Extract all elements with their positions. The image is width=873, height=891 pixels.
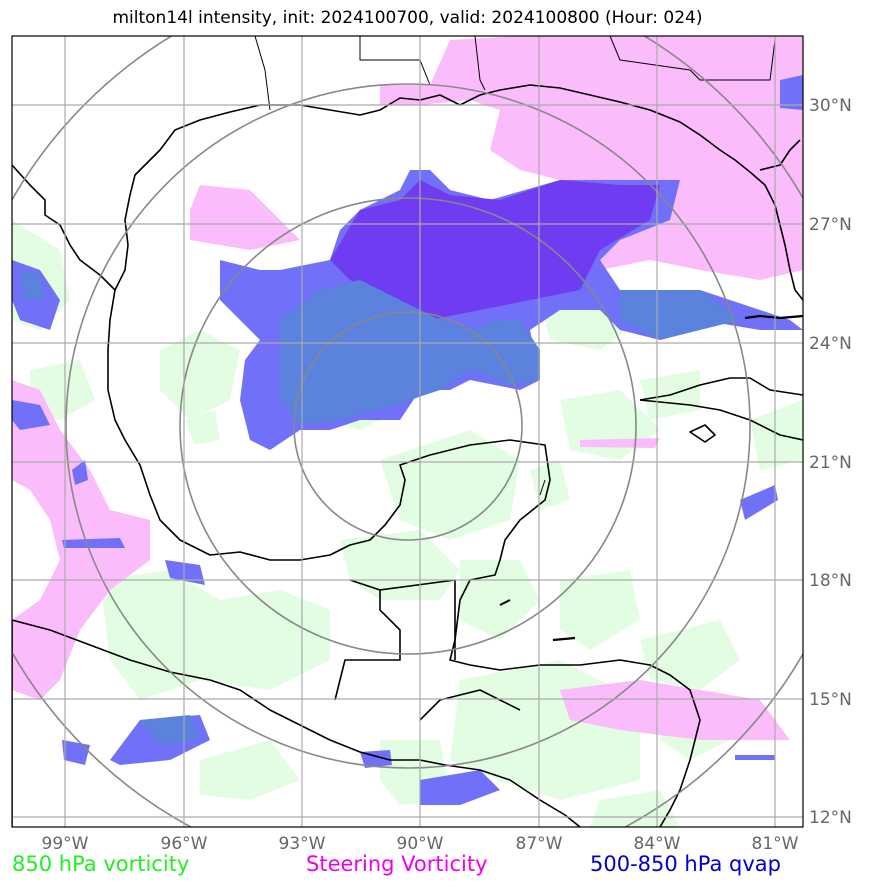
map-title: milton14l intensity, init: 2024100700, v… (112, 8, 703, 28)
lon-tick-labels: 99°W 96°W 93°W 90°W 87°W 84°W 81°W (42, 834, 799, 854)
legend-850-hpa-vorticity: 850 hPa vorticity (12, 852, 190, 876)
lat-tick-label: 30°N (809, 96, 852, 116)
range-rings (12, 36, 803, 827)
lat-tick-label: 15°N (809, 690, 852, 710)
gridlines (12, 36, 803, 827)
lon-tick-label: 99°W (42, 834, 89, 854)
lon-tick-label: 84°W (634, 834, 681, 854)
lon-tick-label: 93°W (279, 834, 326, 854)
lon-tick-label: 87°W (516, 834, 563, 854)
lon-tick-label: 96°W (161, 834, 208, 854)
qvap-fill (12, 75, 803, 805)
legend-qvap: 500-850 hPa qvap (590, 852, 781, 876)
legend-steering-vorticity: Steering Vorticity (306, 852, 488, 876)
lon-tick-label: 90°W (397, 834, 444, 854)
lat-tick-label: 18°N (809, 571, 852, 591)
plot-frame (11, 35, 804, 828)
lat-tick-label: 12°N (809, 808, 852, 828)
lat-tick-label: 27°N (809, 215, 852, 235)
lat-tick-label: 24°N (809, 334, 852, 354)
lat-tick-labels: 30°N 27°N 24°N 21°N 18°N 15°N 12°N (809, 96, 852, 828)
lon-tick-label: 81°W (752, 834, 799, 854)
lat-tick-label: 21°N (809, 453, 852, 473)
